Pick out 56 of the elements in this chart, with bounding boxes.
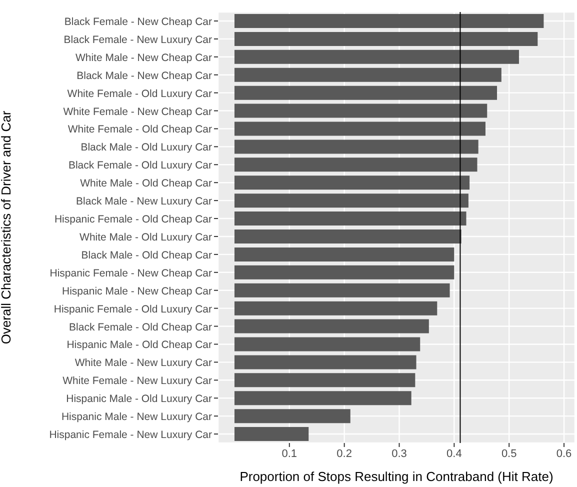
- x-tick-label: 0.2: [336, 448, 352, 460]
- bar: [234, 194, 468, 208]
- bar: [234, 409, 350, 424]
- bar: [234, 212, 466, 226]
- bar: [234, 176, 470, 190]
- bar: [234, 104, 488, 118]
- y-tick-label: White Male - Old Cheap Car: [80, 178, 212, 190]
- y-tick-label: White Female - Old Luxury Car: [67, 88, 212, 100]
- y-tick-label: Hispanic Female - Old Luxury Car: [54, 303, 212, 316]
- y-tick-label: Hispanic Female - Old Cheap Car: [54, 214, 212, 226]
- y-tick-label: Black Male - New Luxury Car: [76, 196, 212, 208]
- y-tick-label: Black Male - Old Cheap Car: [81, 249, 212, 262]
- bar: [234, 337, 420, 352]
- x-axis-title: Proportion of Stops Resulting in Contraband (Hit Rate): [240, 469, 554, 484]
- y-tick-label: Black Female - New Luxury Car: [64, 34, 212, 46]
- bar: [234, 50, 519, 64]
- bar: [234, 247, 454, 262]
- bar: [234, 86, 498, 100]
- bar: [234, 68, 502, 82]
- bar: [234, 427, 309, 442]
- bar: [234, 230, 462, 244]
- y-tick-label: White Female - Old Cheap Car: [68, 124, 212, 136]
- x-tick-label: 0.5: [501, 448, 517, 460]
- bar: [234, 140, 478, 154]
- y-tick-label: Black Male - New Cheap Car: [76, 70, 212, 82]
- y-tick-label: White Female - New Luxury Car: [62, 375, 212, 388]
- y-tick-label: Black Female - New Cheap Car: [64, 16, 212, 28]
- y-tick-label: Hispanic Female - New Luxury Car: [49, 429, 212, 442]
- bar: [234, 32, 538, 46]
- x-tick-label: 0.1: [282, 448, 298, 460]
- bar: [234, 355, 416, 370]
- y-tick-label: White Male - New Cheap Car: [75, 52, 213, 64]
- bar: [234, 283, 450, 298]
- bar: [234, 301, 438, 316]
- x-tick-label: 0.6: [556, 448, 572, 460]
- bar: [234, 265, 454, 280]
- y-tick-label: White Male - Old Luxury Car: [80, 231, 212, 244]
- y-tick-label: Hispanic Male - New Cheap Car: [62, 285, 212, 298]
- y-tick-label: Black Female - Old Luxury Car: [68, 160, 212, 172]
- y-tick-label: Black Male - Old Luxury Car: [80, 142, 212, 154]
- y-tick-label: Black Female - Old Cheap Car: [69, 321, 212, 334]
- y-axis-title: Overall Characteristics of Driver and Car: [0, 110, 14, 344]
- bar: [234, 14, 544, 28]
- y-tick-label: White Male - New Luxury Car: [74, 357, 212, 370]
- y-tick-label: White Female - New Cheap Car: [63, 106, 212, 118]
- bar: [234, 158, 478, 172]
- bar: [234, 122, 486, 136]
- x-tick-label: 0.3: [392, 448, 407, 460]
- y-tick-label: Hispanic Male - Old Cheap Car: [66, 339, 212, 352]
- bar: [234, 391, 412, 406]
- y-tick-label: Hispanic Female - New Cheap Car: [50, 267, 212, 280]
- y-tick-label: Hispanic Male - Old Luxury Car: [66, 393, 212, 406]
- bar: [234, 373, 416, 388]
- x-tick-label: 0.4: [446, 448, 462, 460]
- y-tick-label: Hispanic Male - New Luxury Car: [61, 411, 212, 424]
- bar: [234, 319, 429, 334]
